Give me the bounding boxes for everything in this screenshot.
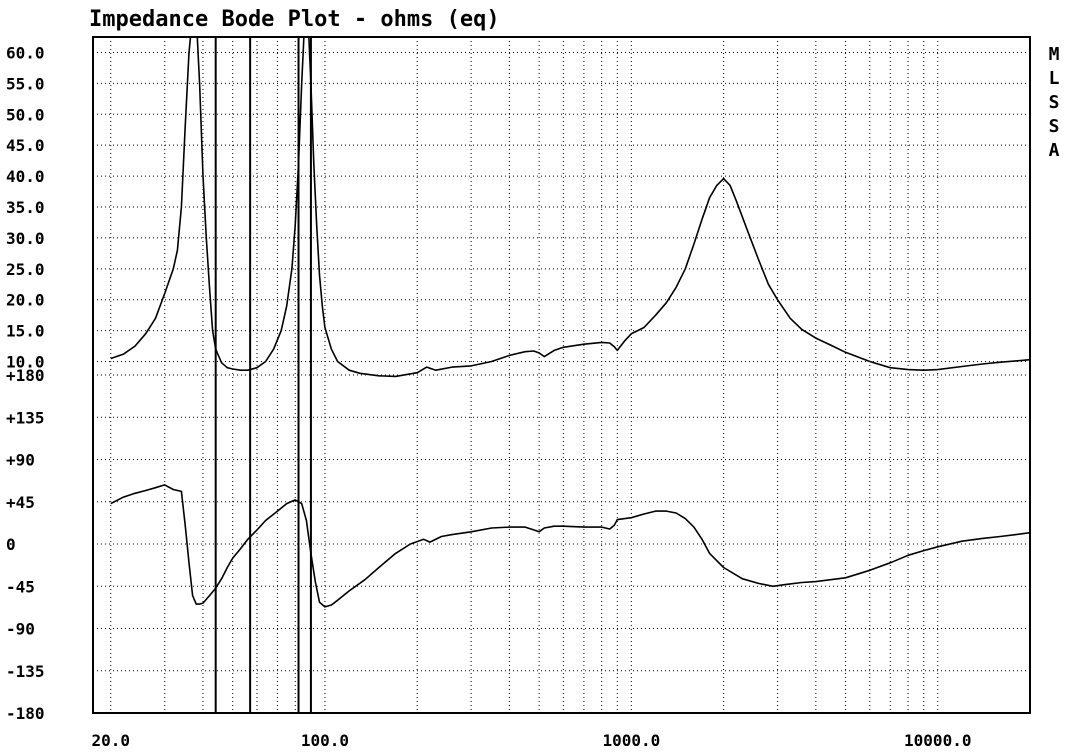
phase-tick-label: +180: [6, 366, 45, 385]
magnitude-tick-label: 60.0: [6, 43, 45, 62]
side-label-letter: S: [1049, 92, 1060, 113]
plot-frame: [92, 36, 1031, 714]
magnitude-tick-label: 50.0: [6, 105, 45, 124]
phase-tick-label: +90: [6, 451, 35, 470]
magnitude-tick-label: 15.0: [6, 322, 45, 341]
magnitude-tick-label: 10.0: [6, 353, 45, 372]
side-label-letter: A: [1049, 140, 1060, 161]
x-tick-label: 10000.0: [904, 731, 971, 750]
magnitude-tick-label: 40.0: [6, 167, 45, 186]
phase-tick-label: -90: [6, 620, 35, 639]
magnitude-tick-label: 45.0: [6, 136, 45, 155]
side-label-letter: L: [1049, 68, 1060, 89]
impedance-phase-curve: [110, 484, 1030, 608]
x-tick-labels: 20.0 100.0 1000.0 10000.0: [92, 731, 972, 750]
phase-tick-label: +45: [6, 493, 35, 512]
phase-tick-label: +135: [6, 408, 45, 427]
side-label-letter: S: [1049, 116, 1060, 137]
chart-title: Impedance Bode Plot - ohms (eq): [89, 7, 500, 32]
phase-tick-label: -45: [6, 577, 35, 596]
curves: [110, 37, 1030, 608]
phase-tick-label: -180: [6, 704, 45, 723]
magnitude-tick-label: 55.0: [6, 74, 45, 93]
x-tick-label: 100.0: [301, 731, 349, 750]
side-label-letter: M: [1049, 44, 1060, 65]
magnitude-tick-label: 25.0: [6, 260, 45, 279]
magnitude-tick-label: 20.0: [6, 291, 45, 310]
impedance-magnitude-curve: [110, 37, 1030, 378]
phase-tick-label: 0: [6, 535, 16, 554]
magnitude-tick-label: 30.0: [6, 229, 45, 248]
phase-tick-label: -135: [6, 662, 45, 681]
y-tick-labels: 10.0 15.0 20.0 25.0 30.0 35.0 40.0 45.0 50.0 55.0…: [6, 43, 45, 723]
x-tick-label: 1000.0: [602, 731, 660, 750]
x-tick-label: 20.0: [92, 731, 131, 750]
grid-lines: [93, 37, 1031, 713]
magnitude-tick-label: 35.0: [6, 198, 45, 217]
